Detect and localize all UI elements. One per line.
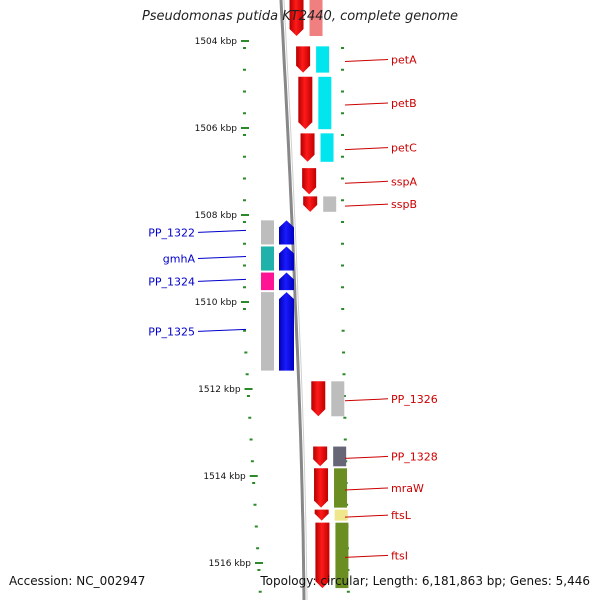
scale-tick-label: 1514 kbp [203,472,246,482]
gene-mraW-class-bar[interactable] [334,468,348,508]
gene-sspA-leader [344,180,389,184]
gene-PP_1326-leader [344,398,389,402]
gene-PP_1324-leader [197,278,247,282]
gene-petC-arrow[interactable] [300,133,315,162]
gene-petB-label[interactable]: petB [391,97,417,110]
accession-text: Accession: NC_002947 [9,574,146,588]
gene-gmhA-label[interactable]: gmhA [163,253,196,266]
gene-mraW-label[interactable]: mraW [391,482,424,495]
gene-PP_1328-arrow[interactable] [313,446,328,467]
gene-ftsI-arrow[interactable] [315,522,330,589]
gene-petB-leader [344,102,389,106]
gene-PP_1326-label[interactable]: PP_1326 [391,393,438,406]
gene-petA-label[interactable]: petA [391,53,417,66]
gene-ftsI-class-bar[interactable] [335,522,349,589]
gene-sspA-arrow[interactable] [302,168,317,195]
gene-PP_1325-class-bar[interactable] [261,292,274,371]
gene-PP_1324-label[interactable]: PP_1324 [148,275,195,288]
backbone-line [279,0,306,600]
gene-PP_1322-class-bar[interactable] [261,220,274,245]
gene-sspB-class-bar[interactable] [323,196,337,212]
gene-PP_1322-leader [197,229,247,233]
gene-PP_1328-leader [344,455,389,459]
gene-petB-arrow[interactable] [298,76,313,130]
gene-PP_1324-class-bar[interactable] [261,272,274,291]
map-title: Pseudomonas putida KT2440, complete geno… [141,9,459,24]
gene-gmhA-leader [197,256,247,259]
backbone-highlight [283,0,308,600]
gene-sspA-label[interactable]: sspA [391,175,417,188]
scale-tick-label: 1504 kbp [195,37,238,47]
scale-tick-label: 1516 kbp [209,559,252,569]
gene-sspB-label[interactable]: sspB [391,198,417,211]
gene-partial-top-arrow[interactable] [289,0,304,36]
genome-stats-text: Topology: circular; Length: 6,181,863 bp… [260,574,590,588]
gene-sspB-leader [344,203,389,207]
gene-petC-class-bar[interactable] [320,133,334,162]
gene-PP_1328-class-bar[interactable] [333,446,347,467]
gene-ftsL-label[interactable]: ftsL [391,509,412,522]
gene-partial-top-class-bar[interactable] [309,0,323,36]
gene-petA-arrow[interactable] [296,46,311,73]
gene-PP_1328-label[interactable]: PP_1328 [391,450,438,463]
gene-petC-label[interactable]: petC [391,142,417,155]
gene-petA-class-bar[interactable] [316,46,330,73]
gene-PP_1324-arrow[interactable] [279,272,294,291]
gene-ftsL-arrow[interactable] [314,509,329,521]
gene-PP_1325-leader [197,328,247,332]
gene-ftsI-leader [344,554,389,558]
gene-PP_1325-arrow[interactable] [279,292,294,371]
gene-ftsL-leader [344,514,389,518]
gene-PP_1322-label[interactable]: PP_1322 [148,226,195,239]
gene-PP_1325-label[interactable]: PP_1325 [148,325,195,338]
scale-tick-label: 1506 kbp [195,124,238,134]
gene-petC-leader [344,147,389,151]
gene-mraW-leader [344,487,389,491]
gene-PP_1326-arrow[interactable] [311,381,326,417]
gene-ftsI-label[interactable]: ftsI [391,549,408,562]
gene-ftsL-class-bar[interactable] [334,509,348,521]
gene-petB-class-bar[interactable] [318,76,332,130]
gene-sspB-arrow[interactable] [303,196,318,212]
gene-mraW-arrow[interactable] [314,468,329,508]
scale-tick-label: 1510 kbp [195,298,238,308]
gene-PP_1326-class-bar[interactable] [331,381,345,417]
gene-gmhA-arrow[interactable] [279,246,294,271]
gene-gmhA-class-bar[interactable] [261,246,274,271]
gene-PP_1322-arrow[interactable] [279,220,294,245]
scale-tick-label: 1512 kbp [198,385,241,395]
gene-petA-leader [344,58,389,62]
scale-tick-label: 1508 kbp [195,211,238,221]
